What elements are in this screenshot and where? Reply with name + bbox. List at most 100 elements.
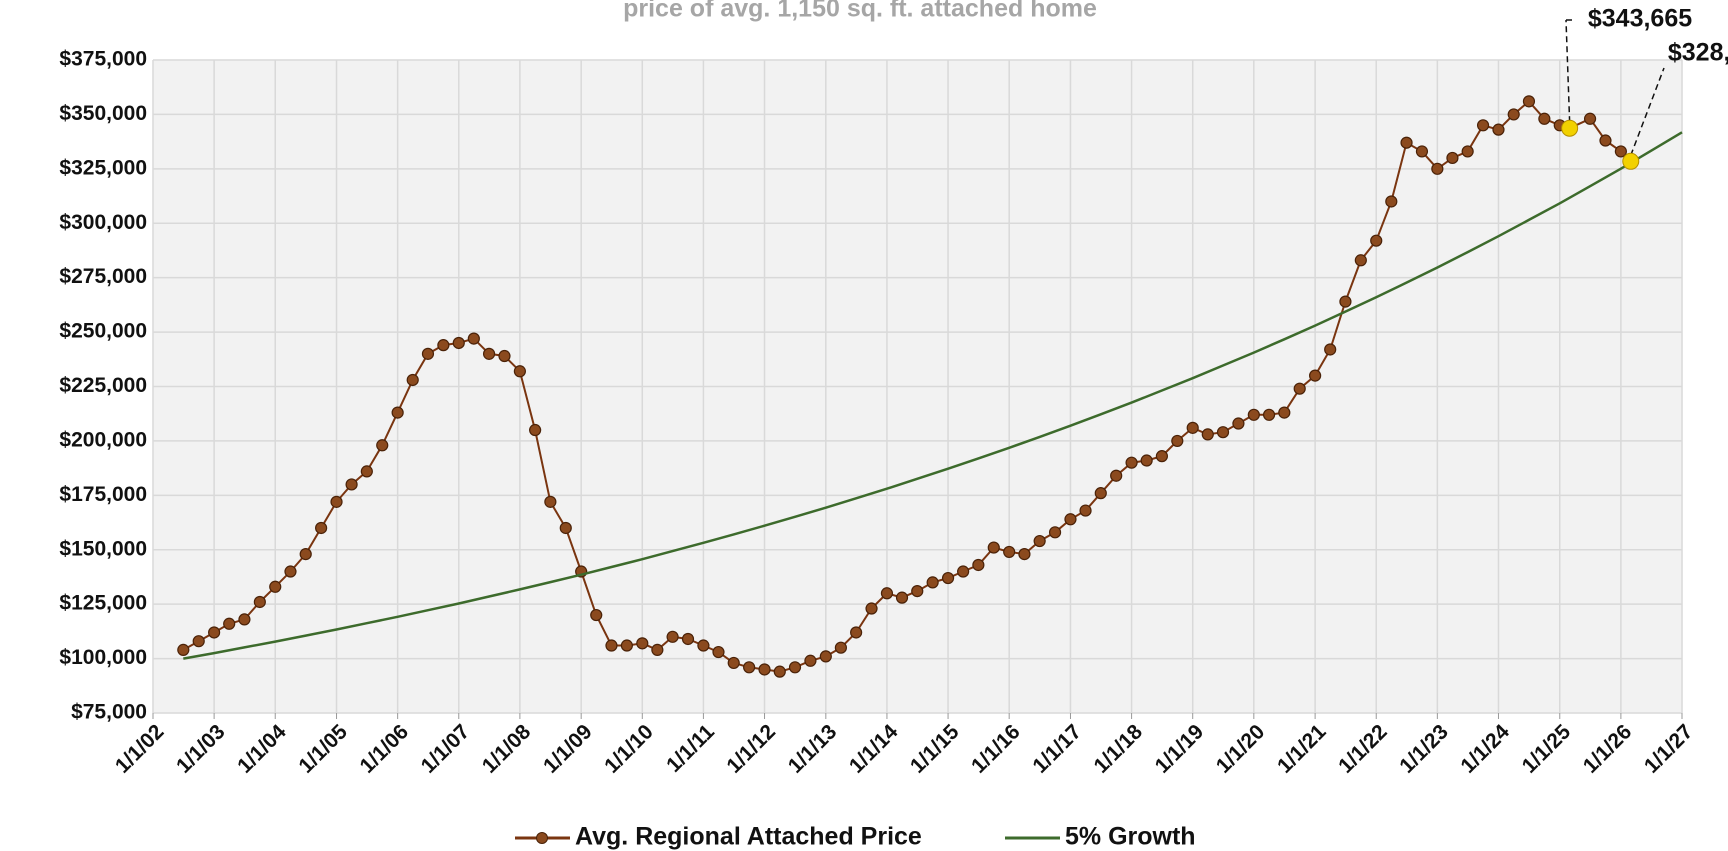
x-tick-label: 1/1/26 xyxy=(1579,720,1637,778)
series-marker xyxy=(1110,469,1123,482)
series-marker xyxy=(1370,234,1383,247)
series-marker xyxy=(1048,526,1062,539)
series-marker xyxy=(1018,548,1031,561)
series-marker xyxy=(727,656,740,670)
series-marker xyxy=(1033,534,1046,548)
series-marker xyxy=(544,495,557,508)
series-marker xyxy=(1309,369,1322,382)
series-marker xyxy=(253,595,266,609)
series-marker xyxy=(605,639,618,652)
x-tick-label: 1/1/08 xyxy=(478,720,536,778)
series-marker xyxy=(1385,195,1398,208)
series-marker xyxy=(1293,382,1306,395)
series-marker xyxy=(482,347,496,360)
series-marker xyxy=(712,645,725,659)
legend-label: 5% Growth xyxy=(1065,823,1196,851)
series-marker xyxy=(559,521,572,535)
series-marker xyxy=(1354,254,1367,267)
series-marker xyxy=(238,613,251,626)
series-marker xyxy=(1094,487,1107,500)
series-marker xyxy=(223,617,236,630)
series-marker xyxy=(1339,295,1352,308)
series-line xyxy=(183,131,1683,660)
series-marker xyxy=(743,661,756,674)
series-marker xyxy=(269,580,282,593)
series-marker xyxy=(1064,513,1077,526)
legend: Avg. Regional Attached Price 5% Growth xyxy=(515,823,1196,851)
x-tick-label: 1/1/22 xyxy=(1334,720,1392,778)
legend-marker xyxy=(536,832,548,844)
x-tick-label: 1/1/24 xyxy=(1456,720,1514,778)
x-tick-label: 1/1/13 xyxy=(784,720,842,778)
x-tick-label: 1/1/05 xyxy=(294,720,352,778)
y-tick-label: $275,000 xyxy=(59,265,147,288)
x-tick-label: 1/1/07 xyxy=(417,720,475,778)
y-tick-label: $150,000 xyxy=(59,537,147,560)
legend-label: Avg. Regional Attached Price xyxy=(575,823,922,851)
series-marker xyxy=(758,663,771,676)
series-marker xyxy=(529,423,542,437)
series-marker xyxy=(880,587,894,600)
series-marker xyxy=(590,608,603,622)
x-tick-label: 1/1/14 xyxy=(845,720,903,778)
series-marker xyxy=(421,347,435,360)
series-marker xyxy=(360,465,373,478)
series-marker xyxy=(1003,545,1016,559)
x-tick-label: 1/1/15 xyxy=(906,720,964,778)
series-marker xyxy=(957,565,970,578)
y-tick-label: $100,000 xyxy=(59,646,147,669)
series-marker xyxy=(895,591,909,604)
x-tick-label: 1/1/04 xyxy=(233,720,291,778)
series-marker xyxy=(1431,162,1444,175)
series-marker xyxy=(1216,426,1230,439)
y-tick-label: $175,000 xyxy=(59,483,147,506)
series-marker xyxy=(376,439,389,452)
x-tick-label: 1/1/27 xyxy=(1640,720,1698,778)
series-marker xyxy=(406,373,419,387)
series-marker xyxy=(972,558,985,572)
series-marker xyxy=(437,339,450,352)
series-marker xyxy=(636,637,649,650)
series-marker xyxy=(315,521,328,535)
series-marker xyxy=(1583,112,1597,125)
series-marker xyxy=(773,665,786,678)
x-tick-label: 1/1/10 xyxy=(600,720,658,778)
series-marker xyxy=(911,585,924,598)
x-tick-label: 1/1/21 xyxy=(1273,720,1331,778)
series-marker xyxy=(1507,108,1520,121)
series-marker xyxy=(819,650,832,663)
x-tick-label: 1/1/02 xyxy=(111,720,169,778)
series-marker xyxy=(452,336,465,350)
y-tick-label: $325,000 xyxy=(59,156,147,179)
x-tick-label: 1/1/25 xyxy=(1518,720,1576,778)
x-tick-label: 1/1/17 xyxy=(1028,720,1086,778)
series-marker xyxy=(1522,95,1536,108)
series-marker xyxy=(1461,145,1474,158)
series-marker xyxy=(208,626,221,639)
series-marker xyxy=(850,626,863,639)
series-marker xyxy=(1400,136,1413,149)
series-marker xyxy=(467,332,480,345)
series-marker xyxy=(192,635,205,648)
series-marker xyxy=(1201,428,1214,441)
x-tick-label: 1/1/11 xyxy=(662,720,719,777)
series-marker xyxy=(1186,421,1199,434)
y-tick-label: $200,000 xyxy=(59,428,147,451)
series-marker xyxy=(1171,434,1184,448)
chart-title: price of avg. 1,150 sq. ft. attached hom… xyxy=(623,0,1097,23)
x-tick-label: 1/1/16 xyxy=(967,720,1025,778)
series-marker xyxy=(804,654,817,667)
y-tick-label: $375,000 xyxy=(59,48,147,71)
series-marker xyxy=(987,541,1000,554)
series-marker xyxy=(1232,417,1245,430)
annotation-marker xyxy=(1561,119,1579,137)
series-marker xyxy=(926,576,939,589)
x-tick-label: 1/1/03 xyxy=(172,720,230,778)
y-tick-label: $125,000 xyxy=(59,592,147,615)
y-tick-label: $300,000 xyxy=(59,211,147,234)
y-tick-label: $350,000 xyxy=(59,102,147,125)
series-marker xyxy=(681,632,695,646)
series-marker xyxy=(865,602,878,615)
series-marker xyxy=(498,349,511,363)
series-marker xyxy=(651,643,664,656)
